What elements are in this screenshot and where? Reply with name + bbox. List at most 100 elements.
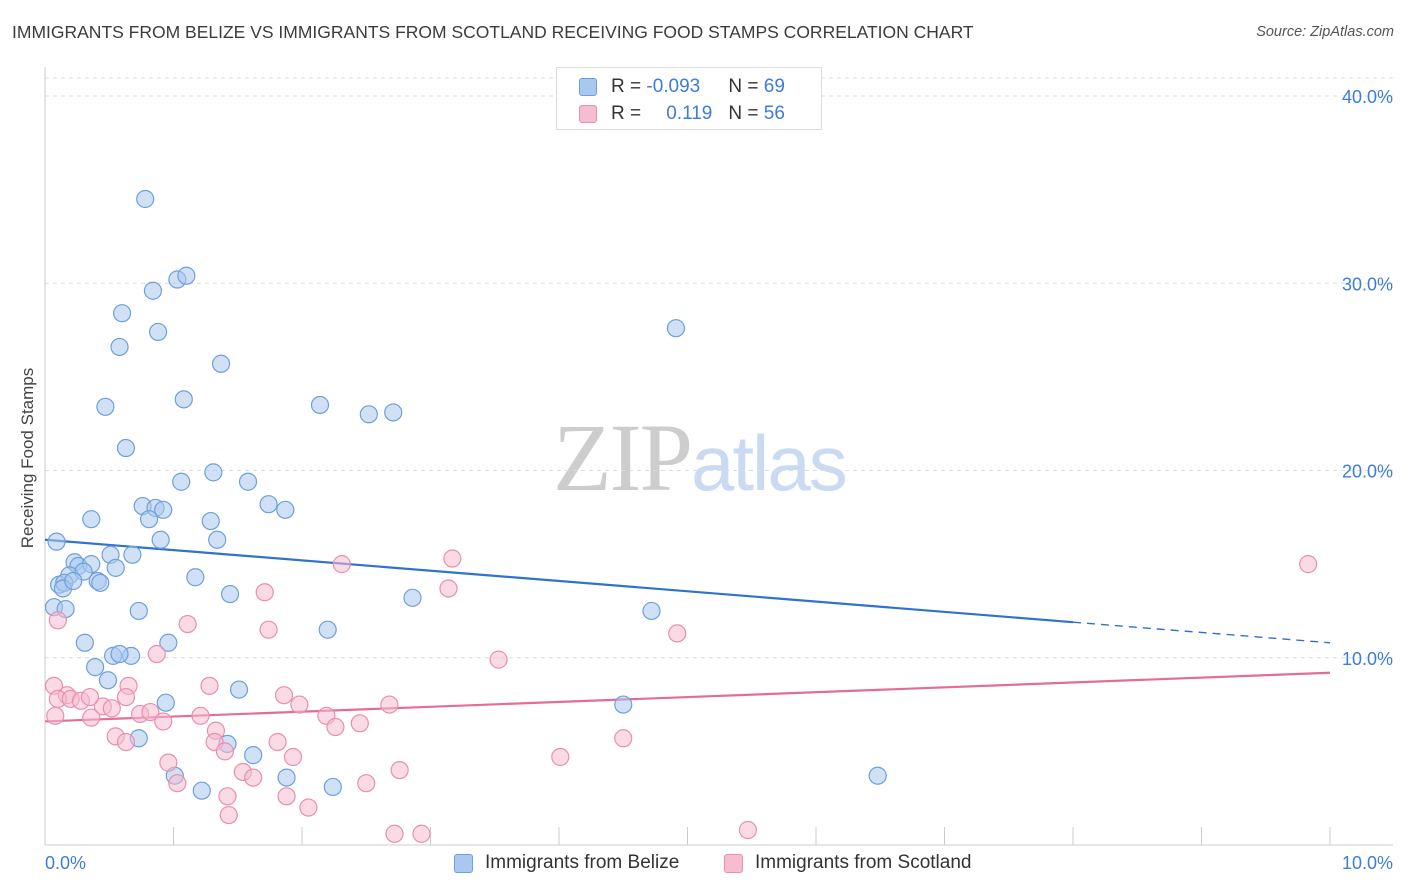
belize-point [82,510,101,529]
watermark: ZIPatlas [553,402,848,513]
scotland-n-label: N = [728,103,764,124]
watermark-atlas: atlas [691,419,848,507]
x-tick-label-max: 10.0% [1342,853,1393,873]
scotland-point [357,774,376,793]
belize-point [259,495,278,514]
belize-point [98,671,118,690]
scotland-point [489,650,508,669]
y-tick-label: 40.0% [1342,87,1393,107]
belize-point [172,472,191,491]
belize-r-value: -0.093 [646,76,701,97]
belize-r-label: R = [611,76,647,97]
belize-point [112,304,132,323]
scotland-point [200,676,219,695]
scotland-r-value: 0.119 [666,103,713,124]
scotland-point [551,747,570,767]
y-tick-label: 10.0% [1342,649,1393,669]
belize-point [75,633,94,652]
belize-point [47,532,66,551]
scotland-point [277,787,296,806]
scotland-point [1299,555,1318,574]
y-tick-label: 20.0% [1342,462,1393,482]
gridlines [45,77,1393,659]
scotland-point [283,747,303,767]
scotland-point [218,787,237,806]
belize-point [91,573,110,592]
belize-point [276,500,295,519]
belize-n-label: N = [728,76,764,97]
scotland-point [332,555,351,574]
belize-point [277,768,296,787]
belize-point [177,266,196,285]
scotland-point [80,687,100,707]
belize-point [666,319,686,338]
belize-point [86,658,105,677]
legend-item-belize: Immigrants from Belize [454,852,679,874]
scotland-trend-line [44,671,1331,723]
scotland-point [82,708,101,727]
scotland-point [219,805,238,825]
scotland-point [268,732,287,752]
legend-belize-swatch [454,853,473,873]
belize-point [229,680,249,699]
belize-point [139,510,159,529]
scotland-point [215,742,234,761]
trend-lines [44,538,1331,723]
scotland-point [443,549,462,568]
scotland-point [244,768,263,787]
scotland-point [380,695,399,714]
belize-point [208,530,227,549]
belize-point [868,766,887,785]
belize-swatch [579,78,597,96]
scotland-r-label: R = [611,103,647,124]
belize-point [614,695,633,714]
scotland-point [439,579,458,598]
tick-labels: 10.0% 20.0% 30.0% 40.0% 0.0% 10.0% [45,87,1393,873]
belize-point [642,601,661,621]
belize-point [123,545,142,564]
scotland-point [116,687,136,707]
belize-point [159,633,178,652]
belize-point [96,397,115,416]
scotland-swatch [579,105,597,123]
belize-point [156,693,175,712]
source-label: Source: ZipAtlas.com [1256,24,1394,40]
belize-point [244,746,263,765]
legend-row-scotland: R = 0.119 N = 56 [579,101,785,127]
belize-point [151,530,170,549]
belize-point [174,390,193,409]
x-tick-label-min: 0.0% [45,853,86,873]
scotland-point [168,774,187,793]
y-tick-label: 30.0% [1342,274,1393,294]
belize-point [220,584,240,604]
belize-point [106,558,125,577]
scotland-point [738,820,757,840]
scotland-point [350,714,369,733]
scotland-point [116,732,136,752]
belize-point [192,781,211,800]
belize-point [64,571,83,591]
scotland-point [147,644,166,664]
legend-scotland-label: Immigrants from Scotland [755,852,972,873]
scotland-point [154,712,173,731]
belize-point [310,395,330,415]
belize-point [110,337,129,357]
scotland-point [299,798,318,817]
belize-point [211,354,231,373]
belize-point [238,472,258,491]
belize-point [384,403,403,422]
scotland-point [668,624,687,643]
scotland-point [178,614,197,634]
data-points [44,189,1318,843]
scotland-point [191,706,210,725]
belize-point [204,463,223,482]
scotland-point [48,611,67,630]
scotland-point [326,717,345,737]
scotland-point [390,760,409,780]
belize-point [110,644,129,664]
legend-item-scotland: Immigrants from Scotland [724,852,971,874]
scotland-point [290,695,309,714]
scotland-point [259,620,278,639]
scotland-point [102,699,121,718]
scotland-point [46,706,65,725]
